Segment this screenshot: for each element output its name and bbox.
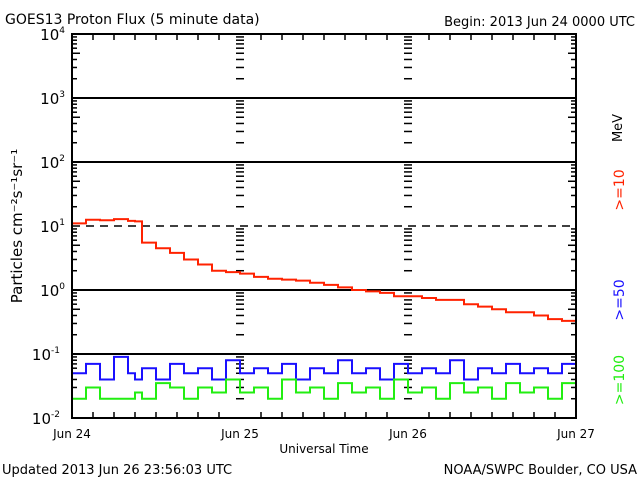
chart-title: GOES13 Proton Flux (5 minute data) — [5, 12, 260, 28]
y-tick-label: 104 — [40, 26, 65, 44]
y-axis-label: Particles cm⁻²s⁻¹sr⁻¹ — [8, 149, 26, 303]
plot-frame — [71, 33, 577, 419]
y-tick-label: 103 — [40, 90, 65, 108]
y-tick-label: 102 — [40, 154, 65, 172]
legend-gte-100: >=100 — [612, 355, 628, 405]
x-tick-label: Jun 24 — [52, 427, 91, 441]
credit-text: NOAA/SWPC Boulder, CO USA — [444, 463, 637, 478]
begin-label: Begin: 2013 Jun 24 0000 UTC — [444, 15, 635, 30]
unit-label: MeV — [611, 114, 626, 142]
x-tick-label: Jun 25 — [220, 427, 259, 441]
legend-gte-10: >=10 — [612, 169, 628, 210]
y-tick-label: 100 — [40, 282, 65, 300]
legend-gte-50: >=50 — [612, 279, 628, 320]
x-tick-label: Jun 26 — [388, 427, 427, 441]
series-gte-100 — [72, 378, 577, 400]
x-axis-label: Universal Time — [279, 442, 368, 456]
grid-lines — [72, 97, 576, 355]
x-tick-label: Jun 27 — [556, 427, 595, 441]
x-tick-labels: Jun 24 Jun 25 Jun 26 Jun 27 — [52, 427, 595, 441]
y-tick-label: 10-2 — [32, 410, 60, 428]
y-tick-label: 10-1 — [32, 346, 60, 364]
series-gte-10 — [72, 218, 577, 322]
data-series — [72, 218, 577, 400]
legend: >=10 >=50 >=100 — [612, 169, 628, 405]
y-tick-label: 101 — [40, 218, 65, 236]
y-tick-labels: 104 103 102 101 100 10-1 10-2 — [32, 26, 65, 428]
updated-text: Updated 2013 Jun 26 23:56:03 UTC — [2, 463, 232, 478]
series-gte-50 — [72, 355, 577, 381]
